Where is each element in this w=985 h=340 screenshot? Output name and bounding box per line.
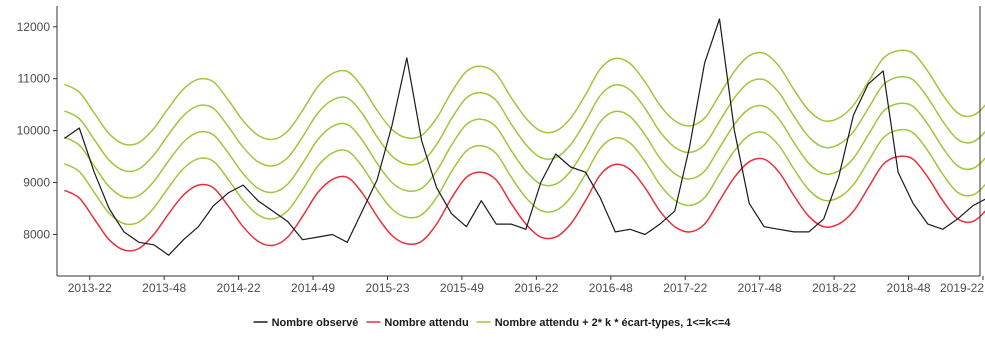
x-tick-label: 2016-22 <box>514 281 558 295</box>
x-tick-label: 2017-22 <box>663 281 707 295</box>
x-tick-label: 2014-49 <box>291 281 335 295</box>
expected-series <box>64 155 985 252</box>
threshold-line-k1 <box>64 128 985 226</box>
y-tick-label: 9000 <box>23 176 50 190</box>
y-tick-label: 11000 <box>18 72 51 86</box>
x-tick-label: 2018-22 <box>812 281 856 295</box>
threshold-line-k4 <box>64 49 985 146</box>
x-axis-ticks: 2013-22 2013-48 2014-22 2014-49 2015-23 2015-… <box>68 276 984 295</box>
expected-line <box>64 155 985 252</box>
x-tick-label: 2013-48 <box>142 281 186 295</box>
legend-label-2: Nombre attendu <box>384 317 468 329</box>
x-tick-label: 2013-22 <box>68 281 112 295</box>
y-axis-ticks: 8000 9000 10000 11000 12000 <box>17 20 57 241</box>
x-tick-label: 2019-22 <box>940 281 984 295</box>
y-tick-label: 8000 <box>23 227 50 241</box>
y-tick-label: 12000 <box>17 20 51 34</box>
x-tick-label: 2014-22 <box>217 281 261 295</box>
threshold-line-k3 <box>64 75 985 173</box>
legend-label-1: Nombre observé <box>272 317 359 329</box>
threshold-line-k2 <box>64 102 985 199</box>
x-tick-label: 2016-48 <box>589 281 633 295</box>
x-tick-label: 2015-23 <box>365 281 409 295</box>
x-tick-label: 2015-49 <box>440 281 484 295</box>
observed-series <box>64 18 985 256</box>
y-tick-label: 10000 <box>17 124 51 138</box>
threshold-lines <box>64 49 985 226</box>
legend-label-3: Nombre attendu + 2* k * écart-types, 1<=… <box>495 317 732 329</box>
observed-line <box>64 18 985 256</box>
x-tick-label: 2017-48 <box>738 281 782 295</box>
legend: Nombre observé Nombre attendu Nombre atten… <box>253 317 732 329</box>
x-tick-label: 2018-48 <box>887 281 931 295</box>
axes <box>56 6 981 277</box>
